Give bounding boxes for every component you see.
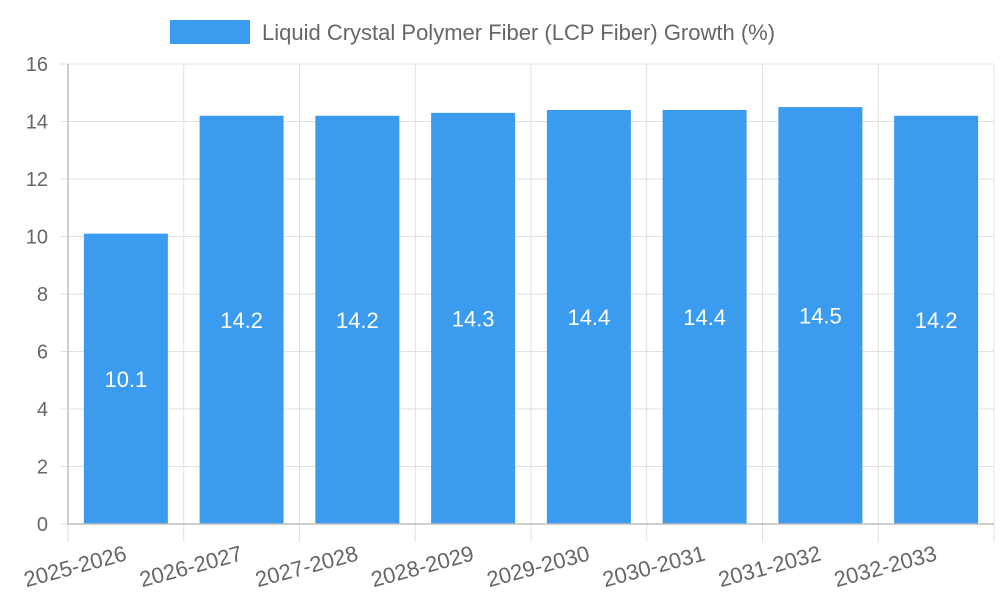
- bar: [315, 115, 400, 524]
- x-tick-label: 2029-2030: [484, 541, 592, 592]
- y-tick-label: 8: [37, 284, 48, 306]
- bar-value-label: 14.5: [799, 304, 842, 329]
- bar-value-label: 10.1: [104, 367, 147, 392]
- bar-value-label: 14.4: [567, 305, 610, 330]
- bar: [662, 110, 747, 524]
- bar-value-label: 14.2: [336, 308, 379, 333]
- y-tick-label: 16: [26, 54, 48, 76]
- x-tick-label: 2030-2031: [600, 541, 708, 592]
- x-tick-label: 2025-2026: [21, 541, 129, 592]
- bar-value-label: 14.3: [452, 306, 495, 331]
- y-tick-label: 10: [26, 227, 48, 249]
- y-tick-label: 4: [37, 399, 48, 421]
- legend-label: Liquid Crystal Polymer Fiber (LCP Fiber)…: [262, 20, 775, 45]
- bar: [778, 107, 863, 524]
- x-tick-label: 2027-2028: [253, 541, 361, 592]
- axes: [60, 63, 995, 542]
- y-tick-label: 12: [26, 169, 48, 191]
- bar-value-label: 14.2: [915, 308, 958, 333]
- bar-value-label: 14.2: [220, 308, 263, 333]
- legend-swatch: [170, 20, 250, 44]
- bar: [546, 110, 631, 524]
- bar: [894, 115, 979, 524]
- y-tick-label: 2: [37, 457, 48, 479]
- bar-value-label: 14.4: [683, 305, 726, 330]
- x-tick-label: 2028-2029: [368, 541, 476, 592]
- bars: [83, 107, 979, 524]
- bar: [83, 233, 168, 524]
- x-tick-label: 2026-2027: [137, 541, 245, 592]
- bar: [199, 115, 284, 524]
- x-tick-label: 2031-2032: [716, 541, 824, 592]
- x-tick-label: 2032-2033: [831, 541, 939, 592]
- y-tick-label: 14: [26, 112, 48, 134]
- y-tick-label: 6: [37, 342, 48, 364]
- bar: [431, 112, 516, 524]
- y-tick-label: 0: [37, 514, 48, 536]
- chart-legend: Liquid Crystal Polymer Fiber (LCP Fiber)…: [170, 20, 775, 45]
